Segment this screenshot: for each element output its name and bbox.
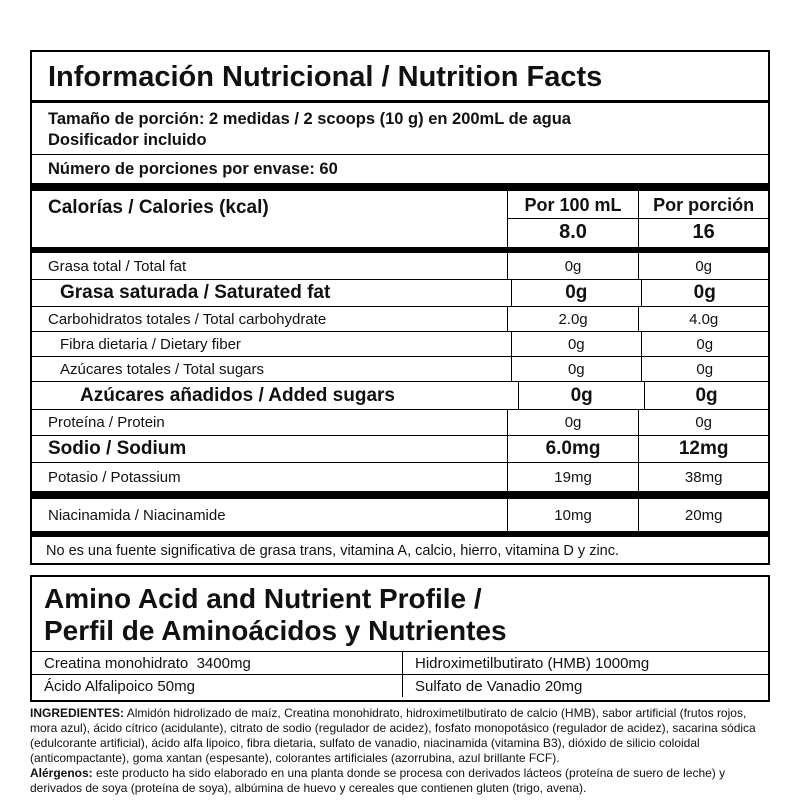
col-100ml: Por 100 mL 8.0 — [506, 191, 639, 247]
calories-value: 8.0 — [559, 221, 587, 243]
value-per-serving: 0g — [638, 410, 768, 435]
divider — [32, 183, 768, 191]
value-per-100ml: 2.0g — [506, 307, 639, 331]
nutrient-row: Grasa total / Total fat 0g 0g — [32, 253, 768, 280]
title-line: Perfil de Aminoácidos y Nutrientes — [44, 615, 507, 646]
value-per-100ml: 0g — [518, 382, 644, 409]
value-per-100ml: 0g — [511, 332, 640, 356]
nutrient-label: Sodio / Sodium — [48, 438, 187, 459]
nutrient-label: Azúcares totales / Total sugars — [60, 360, 264, 378]
ingredients-block: INGREDIENTES: Almidón hidrolizado de maí… — [30, 706, 772, 796]
vitamin-table: Niacinamida / Niacinamide 10mg 20mg — [32, 499, 768, 531]
amino-row: Ácido Alfalipoico 50mg Sulfato de Vanadio… — [32, 674, 768, 697]
value-per-serving: 0g — [644, 382, 768, 409]
amino-profile: Amino Acid and Nutrient Profile / Perfil… — [30, 575, 770, 702]
value-per-100ml: 0g — [511, 280, 640, 306]
col-header: Por 100 mL — [507, 191, 639, 219]
nutrient-label: Niacinamida / Niacinamide — [48, 506, 226, 524]
nutrient-label: Proteína / Protein — [48, 414, 165, 431]
value-per-serving: 0g — [640, 332, 768, 356]
col-header: Por porción — [639, 191, 768, 219]
nutrient-row: Azúcares totales / Total sugars 0g 0g — [32, 357, 768, 382]
allergens-text: este producto ha sido elaborado en una p… — [30, 766, 726, 795]
value-per-serving: 4.0g — [638, 307, 768, 331]
value-per-serving: 38mg — [638, 463, 768, 491]
ingredients: INGREDIENTES: Almidón hidrolizado de maí… — [30, 706, 772, 766]
value-per-serving: 0g — [640, 280, 768, 306]
col-serving: Por porción 16 — [638, 191, 768, 247]
nutrient-row: Azúcares añadidos / Added sugars 0g 0g — [32, 382, 768, 410]
title: Información Nutricional / Nutrition Fact… — [32, 52, 768, 103]
amino-row: Creatina monohidrato 3400mg Hidroximetilb… — [32, 651, 768, 674]
value-per-serving: 20mg — [638, 499, 768, 531]
calories-value: 16 — [692, 221, 715, 243]
value-per-serving: 0g — [638, 253, 768, 279]
value-per-100ml: 0g — [511, 357, 640, 381]
nutrient-label: Fibra dietaria / Dietary fiber — [60, 335, 241, 353]
amino-cell: Hidroximetilbutirato (HMB) 1000mg — [415, 654, 650, 672]
value-per-serving: 12mg — [638, 436, 768, 462]
nutrient-label: Carbohidratos totales / Total carbohydra… — [48, 310, 327, 328]
ingredients-label: INGREDIENTES: — [30, 706, 125, 720]
calories-row: Calorías / Calories (kcal) Por 100 mL 8.… — [32, 191, 768, 247]
amino-title: Amino Acid and Nutrient Profile / Perfil… — [32, 577, 768, 651]
divider — [32, 491, 768, 499]
value-per-100ml: 19mg — [506, 463, 639, 491]
nutrient-label: Grasa saturada / Saturated fat — [60, 282, 331, 303]
nutrient-label: Azúcares añadidos / Added sugars — [80, 384, 395, 406]
serving-size: Tamaño de porción: 2 medidas / 2 scoops … — [48, 110, 571, 128]
value-per-100ml: 6.0mg — [506, 436, 639, 462]
nutrient-row: Grasa saturada / Saturated fat 0g 0g — [32, 280, 768, 307]
allergens-label: Alérgenos: — [30, 766, 93, 780]
title-line: Amino Acid and Nutrient Profile / — [44, 583, 482, 614]
value-per-100ml: 0g — [506, 410, 639, 435]
nutrition-facts: Información Nutricional / Nutrition Fact… — [30, 50, 770, 565]
nutrient-row: Sodio / Sodium 6.0mg 12mg — [32, 436, 768, 463]
allergens: Alérgenos: este producto ha sido elabora… — [30, 766, 772, 796]
nutrient-table: Grasa total / Total fat 0g 0g Grasa saturad… — [32, 253, 768, 491]
nutrient-row: Proteína / Protein 0g 0g — [32, 410, 768, 436]
value-per-serving: 0g — [640, 357, 768, 381]
nutrient-row: Niacinamida / Niacinamide 10mg 20mg — [32, 499, 768, 531]
nutrient-row: Fibra dietaria / Dietary fiber 0g 0g — [32, 332, 768, 357]
nutrient-row: Potasio / Potassium 19mg 38mg — [32, 463, 768, 491]
divider — [32, 247, 768, 253]
ingredients-text: Almidón hidrolizado de maíz, Creatina mo… — [30, 706, 756, 765]
value-per-100ml: 0g — [506, 253, 639, 279]
servings-per-container: Número de porciones por envase: 60 — [48, 160, 338, 178]
nutrient-label: Potasio / Potassium — [48, 468, 181, 486]
amino-cell: Creatina monohidrato 3400mg — [32, 652, 403, 674]
nutrient-row: Carbohidratos totales / Total carbohydra… — [32, 307, 768, 332]
footnote: No es una fuente significativa de grasa … — [46, 543, 620, 559]
nutrient-label: Grasa total / Total fat — [48, 257, 187, 275]
value-per-100ml: 10mg — [506, 499, 639, 531]
amino-cell: Ácido Alfalipoico 50mg — [32, 675, 403, 697]
amino-cell: Sulfato de Vanadio 20mg — [415, 677, 583, 695]
dispenser: Dosificador incluido — [32, 130, 768, 155]
divider — [32, 531, 768, 537]
calories-label: Calorías / Calories (kcal) — [48, 197, 269, 218]
